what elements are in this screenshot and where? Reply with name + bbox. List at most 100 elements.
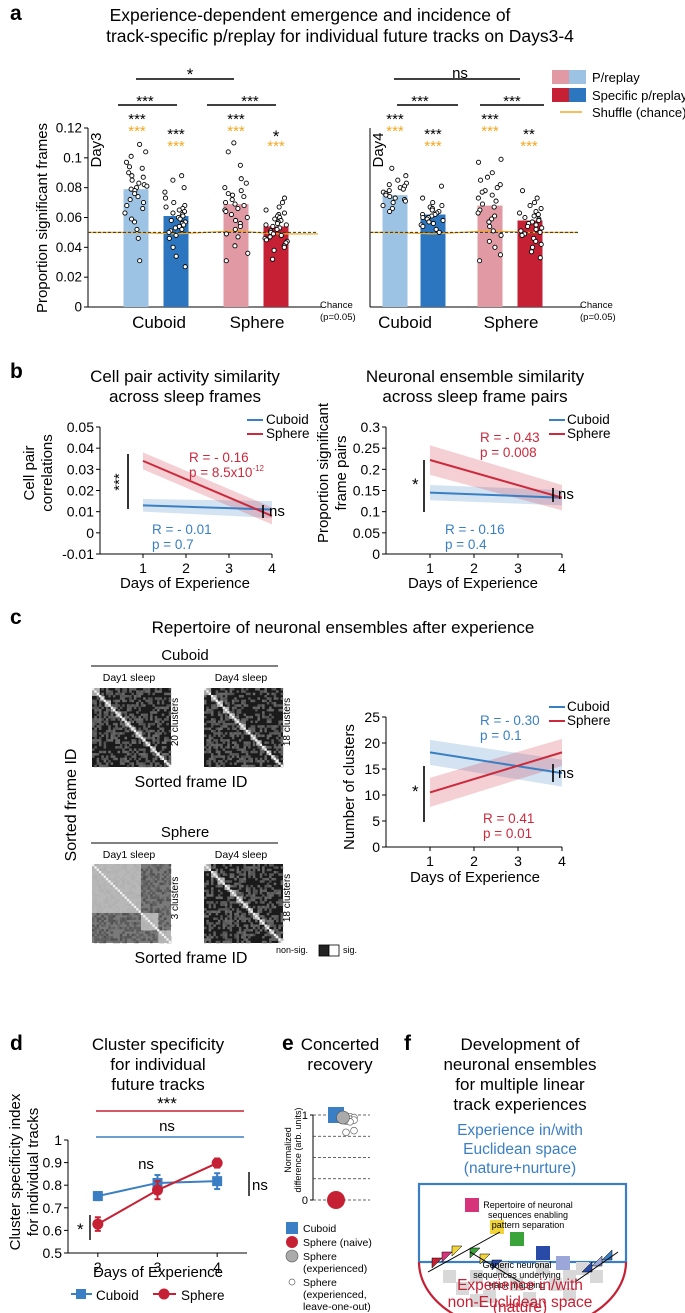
matrix-cell bbox=[154, 715, 158, 719]
matrix-cell bbox=[236, 933, 240, 937]
matrix-cell bbox=[231, 875, 235, 879]
data-point bbox=[132, 219, 138, 225]
matrix-cell bbox=[234, 933, 237, 937]
matrix-cell bbox=[264, 727, 267, 731]
e-ylabel-1: Normalized bbox=[283, 1127, 293, 1173]
matrix-cell bbox=[96, 938, 100, 941]
diagonal-cell bbox=[161, 757, 165, 761]
matrix-cell bbox=[122, 725, 125, 728]
matrix-cell bbox=[145, 713, 148, 717]
matrix-cell bbox=[115, 741, 118, 744]
matrix-cell bbox=[150, 713, 153, 717]
matrix-cell bbox=[243, 713, 247, 717]
matrix-cell bbox=[108, 690, 111, 693]
matrix-cell bbox=[136, 929, 139, 932]
matrix-cell bbox=[238, 877, 242, 881]
matrix-cell bbox=[248, 912, 251, 916]
matrix-cell bbox=[252, 729, 256, 733]
diagonal-cell bbox=[229, 713, 232, 716]
d-xlabel: Days of Experience bbox=[93, 1264, 223, 1281]
matrix-cell bbox=[280, 736, 284, 740]
matrix-cell bbox=[259, 880, 263, 883]
diagonal-cell bbox=[278, 938, 281, 941]
matrix-cell bbox=[129, 762, 132, 765]
matrix-cell bbox=[262, 711, 265, 714]
panel-c: c Repertoire of neuronal ensembles after… bbox=[10, 606, 611, 967]
matrix-cell bbox=[119, 933, 123, 937]
data-point bbox=[228, 211, 234, 218]
matrix-cell bbox=[243, 912, 247, 916]
matrix-cell bbox=[224, 938, 228, 941]
matrix-cell bbox=[248, 887, 251, 890]
matrix-cell bbox=[140, 908, 144, 911]
matrix-cell bbox=[238, 891, 242, 895]
sphere-fit-line bbox=[429, 751, 563, 794]
matrix-cell bbox=[105, 729, 109, 733]
data-point bbox=[135, 194, 141, 200]
data-point bbox=[477, 258, 483, 264]
matrix-cell bbox=[143, 908, 146, 911]
matrix-cell bbox=[152, 739, 155, 742]
matrix-cell bbox=[168, 877, 172, 881]
matrix-cell bbox=[94, 739, 97, 742]
matrix-cell bbox=[126, 694, 130, 698]
matrix-cell bbox=[110, 704, 114, 707]
matrix-cell bbox=[152, 734, 155, 737]
ytick-label: 0.15 bbox=[353, 483, 380, 499]
data-point bbox=[168, 217, 174, 224]
matrix-cell bbox=[119, 938, 123, 941]
matrix-cell bbox=[157, 736, 160, 740]
matrix-cell bbox=[206, 922, 209, 925]
matrix-cell bbox=[220, 715, 223, 719]
e-legend-loo-marker bbox=[288, 1278, 296, 1286]
matrix-cell bbox=[208, 746, 212, 749]
c-chart-cuboid-r: R = - 0.30 bbox=[480, 713, 540, 728]
matrix-cell bbox=[236, 690, 240, 693]
matrix-cell bbox=[108, 725, 111, 728]
matrix-cell bbox=[150, 940, 153, 944]
matrix-cell bbox=[231, 692, 235, 696]
matrix-cell bbox=[204, 915, 207, 918]
data-point bbox=[281, 244, 287, 250]
matrix-cell bbox=[143, 690, 146, 693]
diagonal-cell bbox=[276, 936, 279, 939]
matrix-cell bbox=[273, 725, 277, 728]
matrix-cell bbox=[257, 734, 260, 737]
matrix-cell bbox=[229, 722, 233, 726]
matrix-cell bbox=[143, 884, 146, 888]
data-point bbox=[533, 222, 539, 228]
data-point bbox=[144, 183, 150, 189]
matrix-cell bbox=[131, 750, 135, 754]
matrix-cell bbox=[217, 750, 221, 754]
matrix-cell bbox=[269, 764, 272, 768]
matrix-cell bbox=[252, 866, 256, 869]
matrix-cell bbox=[215, 755, 219, 758]
matrix-cell bbox=[222, 720, 226, 724]
matrix-cell bbox=[217, 926, 221, 930]
matrix-cell bbox=[124, 715, 128, 719]
data-point bbox=[497, 182, 503, 188]
diagonal-cell bbox=[250, 734, 253, 737]
matrix-cell bbox=[266, 877, 270, 881]
matrix-cell bbox=[276, 757, 279, 761]
matrix-cell bbox=[143, 755, 146, 758]
matrix-cell bbox=[101, 933, 104, 937]
matrix-cell bbox=[115, 706, 118, 710]
matrix-cell bbox=[217, 908, 221, 911]
diagonal-cell bbox=[271, 931, 274, 934]
matrix-cell bbox=[259, 929, 263, 932]
matrix-cell bbox=[110, 729, 114, 733]
a-day3-sig-orange-2: *** bbox=[167, 138, 185, 155]
matrix-cell bbox=[257, 704, 260, 707]
matrix-cell bbox=[147, 887, 151, 890]
data-point bbox=[177, 216, 183, 222]
matrix-cell bbox=[150, 905, 153, 909]
a-day3-sig-orange-3: *** bbox=[227, 123, 245, 140]
matrix-cell bbox=[252, 896, 256, 900]
matrix-cell bbox=[243, 864, 247, 867]
matrix-cell bbox=[94, 926, 97, 930]
matrix-cell bbox=[215, 884, 219, 888]
matrix-cell bbox=[136, 922, 139, 925]
matrix-cell bbox=[145, 901, 148, 904]
matrix-cell bbox=[280, 753, 284, 756]
